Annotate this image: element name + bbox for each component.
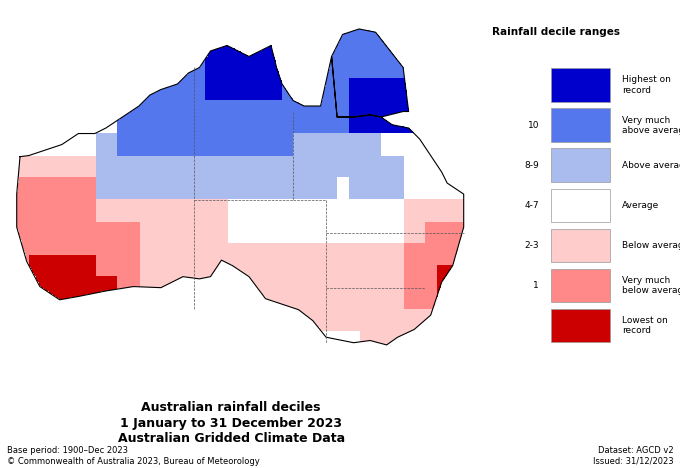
- Text: Australian rainfall deciles: Australian rainfall deciles: [141, 401, 321, 414]
- Text: 1 January to 31 December 2023: 1 January to 31 December 2023: [120, 417, 342, 430]
- FancyBboxPatch shape: [551, 269, 610, 302]
- Text: Very much
above average: Very much above average: [622, 116, 680, 135]
- FancyBboxPatch shape: [551, 109, 610, 142]
- Text: Highest on
record: Highest on record: [622, 75, 670, 95]
- Text: Very much
below average: Very much below average: [622, 276, 680, 295]
- Text: Above average: Above average: [622, 161, 680, 170]
- FancyBboxPatch shape: [551, 228, 610, 262]
- Text: Australian Gridded Climate Data: Australian Gridded Climate Data: [118, 431, 345, 445]
- Text: Average: Average: [622, 201, 659, 210]
- Text: Dataset: AGCD v2: Dataset: AGCD v2: [598, 446, 673, 455]
- FancyBboxPatch shape: [551, 309, 610, 343]
- Text: 10: 10: [528, 121, 539, 130]
- Text: 1: 1: [533, 281, 539, 290]
- FancyBboxPatch shape: [551, 148, 610, 182]
- Text: Below average: Below average: [622, 241, 680, 250]
- Text: Issued: 31/12/2023: Issued: 31/12/2023: [592, 457, 673, 466]
- Text: 2-3: 2-3: [524, 241, 539, 250]
- Text: 4-7: 4-7: [524, 201, 539, 210]
- Text: Lowest on
record: Lowest on record: [622, 316, 668, 335]
- Text: 8-9: 8-9: [524, 161, 539, 170]
- FancyBboxPatch shape: [551, 189, 610, 222]
- Text: © Commonwealth of Australia 2023, Bureau of Meteorology: © Commonwealth of Australia 2023, Bureau…: [7, 457, 260, 466]
- Text: Base period: 1900–Dec 2023: Base period: 1900–Dec 2023: [7, 446, 128, 455]
- FancyBboxPatch shape: [551, 68, 610, 102]
- Text: Rainfall decile ranges: Rainfall decile ranges: [492, 27, 619, 37]
